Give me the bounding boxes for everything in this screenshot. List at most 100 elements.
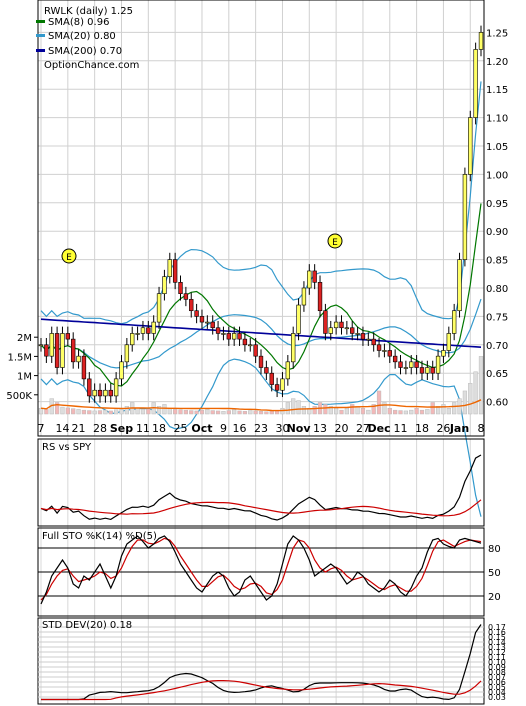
stddev-panel: 0.170.160.150.140.130.120.110.100.090.08…	[38, 623, 506, 702]
candle-body	[462, 174, 468, 260]
candle-body	[156, 293, 162, 323]
candle-body	[414, 361, 419, 368]
volume-bar	[291, 398, 296, 415]
candle-body	[108, 389, 113, 397]
price-tick-label: 0.60	[486, 398, 508, 409]
candle-body	[451, 310, 457, 334]
sd-average-line	[41, 680, 482, 701]
volume-bar	[232, 409, 237, 415]
candle-body	[97, 389, 103, 397]
candle-body	[285, 361, 291, 380]
candle-body	[333, 321, 339, 329]
x-tick-label: 20	[334, 422, 348, 435]
sd-tick-label: 0.11	[488, 653, 506, 662]
candle-body	[210, 321, 215, 329]
x-tick-label: 9	[220, 422, 227, 435]
volume-bar	[237, 410, 242, 415]
sd-tick-label: 0.05	[488, 683, 506, 692]
candle-body	[130, 333, 135, 346]
volume-bars	[38, 356, 484, 415]
price-tick-label: 0.75	[486, 312, 508, 323]
volume-bar	[425, 409, 430, 415]
candle-body	[312, 270, 317, 283]
candle-body	[446, 333, 451, 351]
volume-bar	[350, 404, 355, 415]
sma200-line	[40, 318, 482, 348]
sma20-line	[40, 298, 482, 369]
candle-body	[296, 304, 301, 334]
volume-bar	[409, 409, 414, 415]
volume-tick-label: 1.5M	[7, 352, 32, 363]
rs-title: RS vs SPY	[42, 442, 92, 453]
x-tick-label: 16	[233, 422, 247, 435]
legend-sma20: SMA(20) 0.80	[48, 31, 116, 42]
volume-bar	[312, 406, 317, 415]
sto-tick-label: 50	[488, 568, 501, 579]
candle-body	[49, 333, 54, 357]
volume-bar	[366, 409, 371, 415]
candle-body	[242, 338, 248, 346]
volume-bar	[333, 407, 339, 415]
candle-body	[350, 327, 355, 334]
volume-bar	[452, 402, 457, 415]
candle-body	[167, 259, 172, 277]
volume-bar	[44, 409, 49, 415]
volume-bar	[199, 409, 205, 415]
volume-bar	[146, 408, 151, 415]
sd-tick-label: 0.14	[488, 638, 506, 647]
volume-bar	[462, 390, 468, 415]
volume-bar	[393, 409, 398, 415]
volume-bar	[76, 409, 81, 415]
price-candles	[38, 25, 484, 403]
volume-tick-label: 500K	[6, 391, 32, 402]
stddev-panel-frame	[37, 617, 485, 705]
sto-tick-label: 20	[488, 592, 501, 603]
sto-d-line	[40, 537, 482, 601]
candle-body	[366, 338, 371, 341]
volume-bar	[65, 407, 70, 415]
bollinger-lower-line	[40, 358, 482, 517]
sd-title: STD DEV(20) 0.18	[42, 620, 132, 631]
earnings-marker-1: E	[61, 248, 77, 264]
volume-bar	[173, 409, 178, 415]
candle-body	[119, 361, 124, 380]
volume-bar	[403, 410, 409, 415]
x-tick-label: 30	[275, 422, 289, 435]
volume-bar	[92, 410, 97, 415]
sd-tick-label: 0.07	[488, 673, 506, 682]
price-gridlines	[38, 0, 484, 704]
candle-body	[274, 384, 280, 391]
x-tick-label: 11	[394, 422, 408, 435]
axis-ticks: 1.25 1.20 1.15 1.10 1.05 1.00 0.95 0.90 0.85 0.80…	[6, 28, 508, 435]
candle-body	[248, 344, 253, 347]
candle-body	[468, 117, 473, 175]
x-tick-label: Dec	[367, 422, 390, 435]
candle-body	[140, 327, 146, 334]
earnings-marker-1-label: E	[66, 253, 72, 263]
volume-bar	[135, 407, 140, 415]
sd-tick-label: 0.09	[488, 663, 506, 672]
candle-body	[419, 367, 425, 374]
volume-bar	[194, 410, 199, 415]
stochastic-panel: 80 50 20	[38, 535, 501, 605]
sd-tick-label: 0.06	[488, 678, 506, 687]
candle-body	[81, 355, 87, 380]
volume-bar	[478, 356, 484, 415]
volume-bar	[360, 407, 366, 415]
volume-bar	[344, 407, 349, 415]
chart-title: RWLK (daily) 1.25	[44, 6, 133, 17]
volume-bar	[269, 410, 274, 415]
volume-bar	[178, 409, 183, 415]
candle-body	[92, 389, 97, 397]
candle-body	[226, 333, 231, 340]
volume-bar	[103, 409, 108, 415]
rs-panel	[40, 454, 482, 521]
volume-bar	[156, 406, 162, 415]
x-tick-label: Oct	[191, 422, 212, 435]
sd-tick-label: 0.16	[488, 628, 506, 637]
x-tick-label: 27	[356, 422, 370, 435]
candle-body	[178, 282, 183, 294]
volume-bar	[398, 410, 403, 415]
price-tick-label: 0.85	[486, 256, 508, 267]
candle-body	[71, 338, 76, 363]
